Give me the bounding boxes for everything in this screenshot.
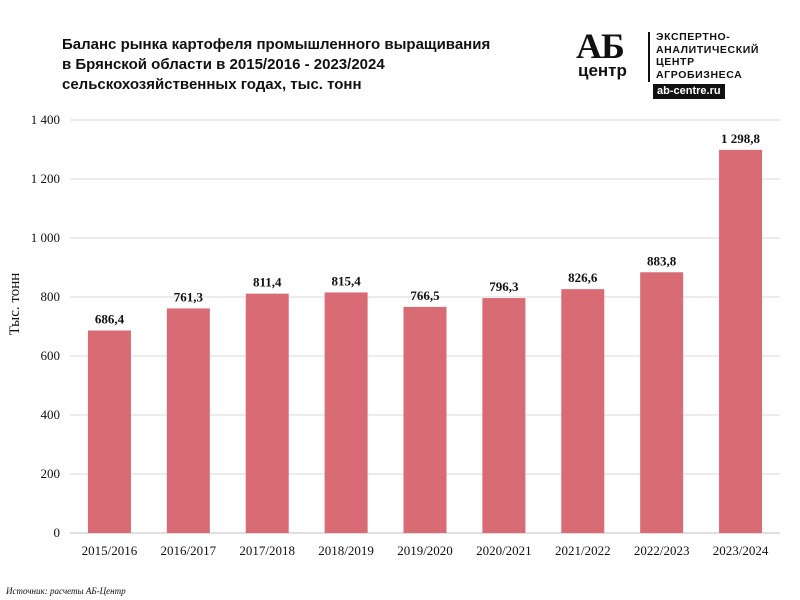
chart-title-line: в Брянской области в 2015/2016 - 2023/20… xyxy=(62,56,385,73)
logo-text-line: ЭКСПЕРТНО- xyxy=(656,31,731,43)
x-axis-ticks: 2015/2016 2016/2017 2017/2018 2018/2019 2019… xyxy=(82,543,769,558)
data-labels: 686,4 761,3 811,4 815,4 766,5 796,3 826,6 883,8… xyxy=(95,131,761,327)
logo-mark-bottom: центр xyxy=(578,61,627,80)
chart-title-line: сельскохозяйственных годах, тыс. тонн xyxy=(62,76,362,93)
y-tick-label: 800 xyxy=(41,289,61,304)
x-tick-label: 2017/2018 xyxy=(239,543,295,558)
bar xyxy=(245,293,289,533)
bar xyxy=(561,289,605,533)
x-tick-label: 2023/2024 xyxy=(713,543,769,558)
ab-centre-logo: АБ центр ЭКСПЕРТНО- АНАЛИТИЧЕСКИЙ ЦЕНТР … xyxy=(576,28,791,103)
chart-title-line: Баланс рынка картофеля промышленного выр… xyxy=(62,36,491,53)
y-tick-label: 1 400 xyxy=(31,112,60,127)
chart-title: Баланс рынка картофеля промышленного выр… xyxy=(62,35,532,95)
x-tick-label: 2020/2021 xyxy=(476,543,532,558)
data-label: 686,4 xyxy=(95,312,125,327)
bar xyxy=(482,298,526,533)
data-label: 766,5 xyxy=(410,288,440,303)
logo-mark-top: АБ xyxy=(576,26,625,66)
y-tick-label: 400 xyxy=(41,407,61,422)
bar xyxy=(324,292,368,533)
y-tick-label: 1 000 xyxy=(31,230,60,245)
x-tick-label: 2021/2022 xyxy=(555,543,611,558)
y-axis-label: Тыс. тонн xyxy=(7,273,23,336)
y-tick-label: 200 xyxy=(41,466,61,481)
bar xyxy=(403,306,447,533)
logo-url: ab-centre.ru xyxy=(653,84,725,99)
x-tick-label: 2022/2023 xyxy=(634,543,690,558)
data-label: 815,4 xyxy=(331,273,361,288)
bars xyxy=(87,149,763,533)
data-label: 811,4 xyxy=(253,275,282,290)
bar xyxy=(166,308,210,533)
logo-text-line: АНАЛИТИЧЕСКИЙ xyxy=(656,43,760,56)
data-label: 1 298,8 xyxy=(721,131,761,146)
data-label: 826,6 xyxy=(568,270,598,285)
bar xyxy=(87,330,131,533)
bar xyxy=(640,272,684,533)
source-note: Источник: расчеты АБ-Центр xyxy=(6,586,126,596)
logo-text-line: АГРОБИЗНЕСА xyxy=(656,68,743,81)
data-label: 796,3 xyxy=(489,279,519,294)
x-tick-label: 2018/2019 xyxy=(318,543,374,558)
y-tick-label: 1 200 xyxy=(31,171,60,186)
bar xyxy=(719,149,763,533)
x-tick-label: 2016/2017 xyxy=(161,543,217,558)
logo-divider xyxy=(648,32,650,82)
data-label: 883,8 xyxy=(647,253,677,268)
x-tick-label: 2019/2020 xyxy=(397,543,453,558)
logo-text: ЭКСПЕРТНО- АНАЛИТИЧЕСКИЙ ЦЕНТР АГРОБИЗНЕ… xyxy=(656,31,759,81)
y-tick-label: 0 xyxy=(54,525,61,540)
y-axis-ticks: 0 200 400 600 800 1 000 1 200 1 400 xyxy=(31,112,60,540)
logo-text-line: ЦЕНТР xyxy=(656,56,695,68)
y-tick-label: 600 xyxy=(41,348,61,363)
data-label: 761,3 xyxy=(174,289,204,304)
x-tick-label: 2015/2016 xyxy=(82,543,138,558)
